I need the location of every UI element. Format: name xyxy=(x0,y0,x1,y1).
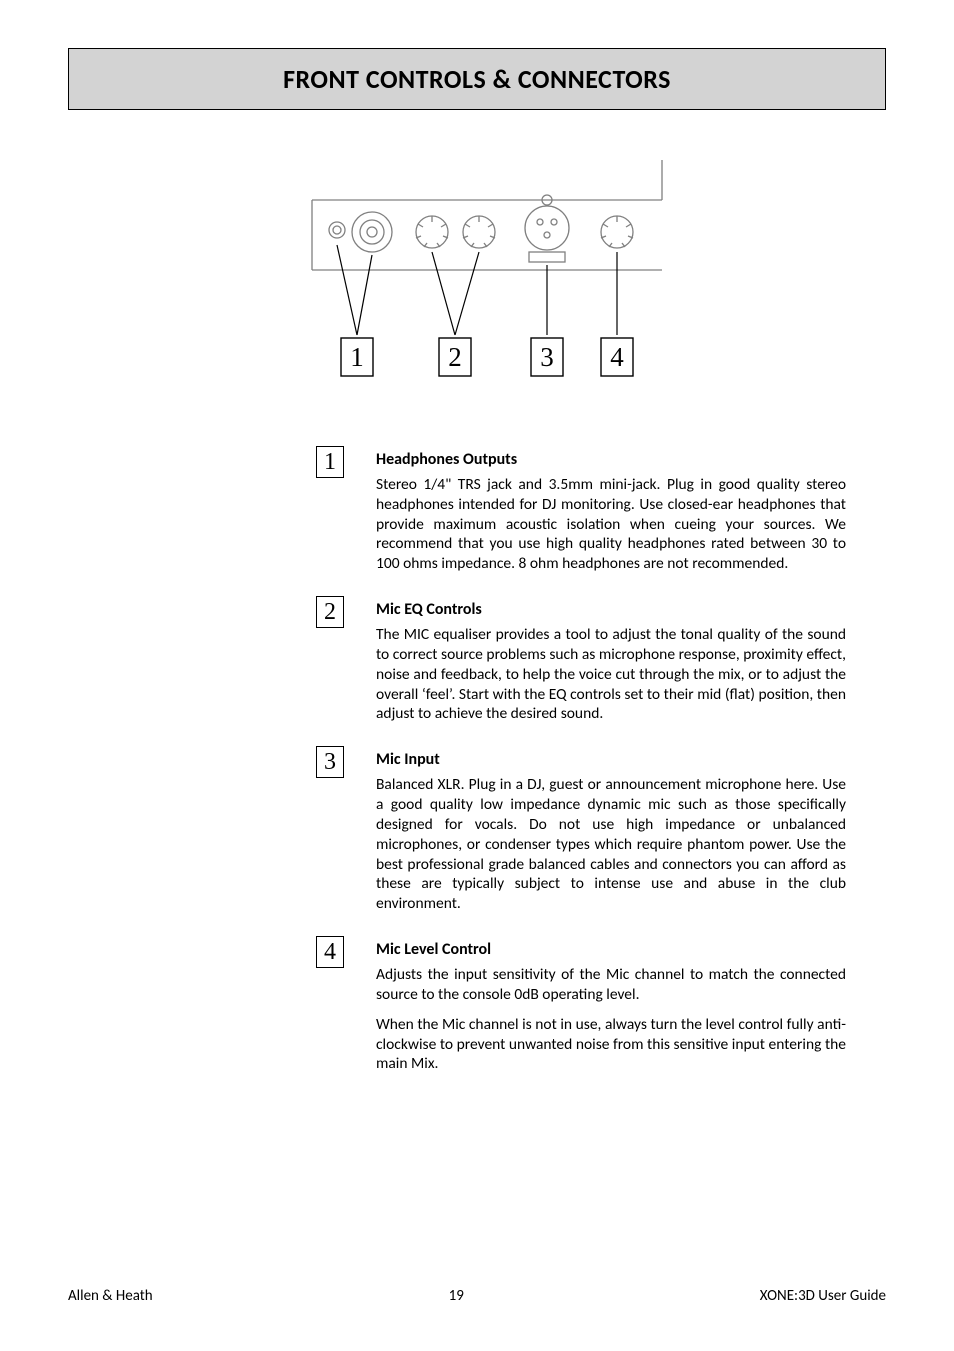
diagram-callout-4: 4 xyxy=(610,342,624,372)
page-footer: Allen & Heath 19 XONE:3D User Guide xyxy=(68,1287,886,1305)
section-callout-4: 4 xyxy=(316,936,344,968)
sections-container: 1 Headphones Outputs Stereo 1/4" TRS jac… xyxy=(376,450,846,1074)
section-4: 4 Mic Level Control Adjusts the input se… xyxy=(376,940,846,1074)
section-body-2-p1: The MIC equaliser provides a tool to adj… xyxy=(376,625,846,724)
section-body-4-p2: When the Mic channel is not in use, alwa… xyxy=(376,1015,846,1074)
section-heading-4: Mic Level Control xyxy=(376,940,846,959)
section-heading-1: Headphones Outputs xyxy=(376,450,846,469)
section-body-3-p1: Balanced XLR. Plug in a DJ, guest or ann… xyxy=(376,775,846,914)
section-1: 1 Headphones Outputs Stereo 1/4" TRS jac… xyxy=(376,450,846,574)
section-callout-1: 1 xyxy=(316,446,344,478)
section-2: 2 Mic EQ Controls The MIC equaliser prov… xyxy=(376,600,846,724)
section-heading-3: Mic Input xyxy=(376,750,846,769)
diagram-callout-3: 3 xyxy=(540,342,554,372)
section-body-1-p1: Stereo 1/4" TRS jack and 3.5mm mini-jack… xyxy=(376,475,846,574)
diagram-callout-2: 2 xyxy=(448,342,462,372)
front-panel-diagram: 1 2 3 4 xyxy=(217,160,737,420)
section-body-4-p1: Adjusts the input sensitivity of the Mic… xyxy=(376,965,846,1005)
footer-page-number: 19 xyxy=(449,1287,464,1305)
page-header-banner: FRONT CONTROLS & CONNECTORS xyxy=(68,48,886,110)
page-title: FRONT CONTROLS & CONNECTORS xyxy=(69,63,885,95)
section-callout-3: 3 xyxy=(316,746,344,778)
diagram-svg: 1 2 3 4 xyxy=(217,160,737,420)
section-3: 3 Mic Input Balanced XLR. Plug in a DJ, … xyxy=(376,750,846,914)
section-callout-2: 2 xyxy=(316,596,344,628)
section-heading-2: Mic EQ Controls xyxy=(376,600,846,619)
footer-right: XONE:3D User Guide xyxy=(760,1287,886,1305)
diagram-callout-1: 1 xyxy=(350,342,364,372)
footer-left: Allen & Heath xyxy=(68,1287,153,1305)
